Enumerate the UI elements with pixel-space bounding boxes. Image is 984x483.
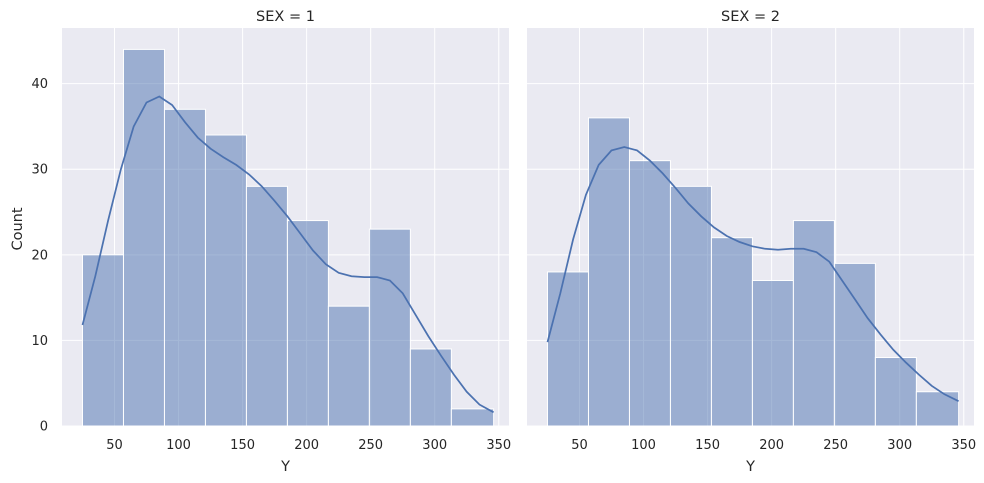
x-tick-label: 300 bbox=[422, 438, 447, 453]
histogram-bar bbox=[163, 108, 206, 427]
x-axis-title: Y bbox=[745, 459, 755, 475]
histogram-bar bbox=[286, 220, 329, 427]
y-axis-title: Count bbox=[10, 207, 26, 250]
histogram-bar bbox=[833, 262, 876, 427]
y-tick-label: 30 bbox=[31, 163, 48, 178]
histogram-bar bbox=[792, 220, 835, 427]
x-tick-label: 150 bbox=[230, 438, 255, 453]
x-tick-label: 300 bbox=[887, 438, 912, 453]
facet-panel-2: 50 100 150 200 250 300 350 SEX = 2 Y bbox=[527, 9, 976, 475]
histogram-bar bbox=[628, 160, 671, 427]
histogram-bar bbox=[122, 48, 165, 427]
y-tick-label: 10 bbox=[31, 334, 48, 349]
x-tick-label: 350 bbox=[486, 438, 511, 453]
histogram-bar bbox=[710, 237, 753, 427]
histogram-bar bbox=[81, 254, 124, 427]
x-tick-label: 50 bbox=[571, 438, 588, 453]
histogram-bar bbox=[204, 134, 247, 427]
histogram-bar bbox=[669, 185, 712, 427]
histogram-bar bbox=[587, 117, 630, 427]
x-tick-label: 200 bbox=[759, 438, 784, 453]
histogram-bar bbox=[874, 357, 917, 427]
histogram-bar bbox=[450, 408, 495, 427]
histogram-bar bbox=[546, 271, 589, 427]
x-tick-label: 100 bbox=[631, 438, 656, 453]
histogram-bar bbox=[368, 228, 411, 427]
facet-panels: 50 100 150 200 250 300 350 0 10 20 30 40 SEX = 1 Y 50 1… bbox=[31, 9, 976, 475]
histogram-bar bbox=[751, 279, 794, 427]
facet-title: SEX = 1 bbox=[256, 9, 315, 25]
facet-title: SEX = 2 bbox=[721, 9, 780, 25]
x-tick-label: 100 bbox=[166, 438, 191, 453]
kde-curve bbox=[546, 146, 959, 402]
x-tick-label: 150 bbox=[695, 438, 720, 453]
x-tick-label: 200 bbox=[294, 438, 319, 453]
x-tick-label: 50 bbox=[106, 438, 123, 453]
histogram-bar bbox=[915, 391, 960, 427]
y-tick-label: 40 bbox=[31, 77, 48, 92]
histogram-bar bbox=[327, 305, 370, 427]
facet-panel-1: 50 100 150 200 250 300 350 0 10 20 30 40 SEX = 1 Y bbox=[31, 9, 511, 475]
x-tick-label: 250 bbox=[823, 438, 848, 453]
kde-curve bbox=[81, 95, 495, 414]
y-tick-label: 20 bbox=[31, 248, 48, 263]
histogram-bar bbox=[245, 185, 288, 427]
x-axis-title: Y bbox=[280, 459, 290, 475]
x-tick-label: 250 bbox=[358, 438, 383, 453]
x-tick-label: 350 bbox=[951, 438, 976, 453]
y-tick-label: 0 bbox=[40, 420, 48, 435]
